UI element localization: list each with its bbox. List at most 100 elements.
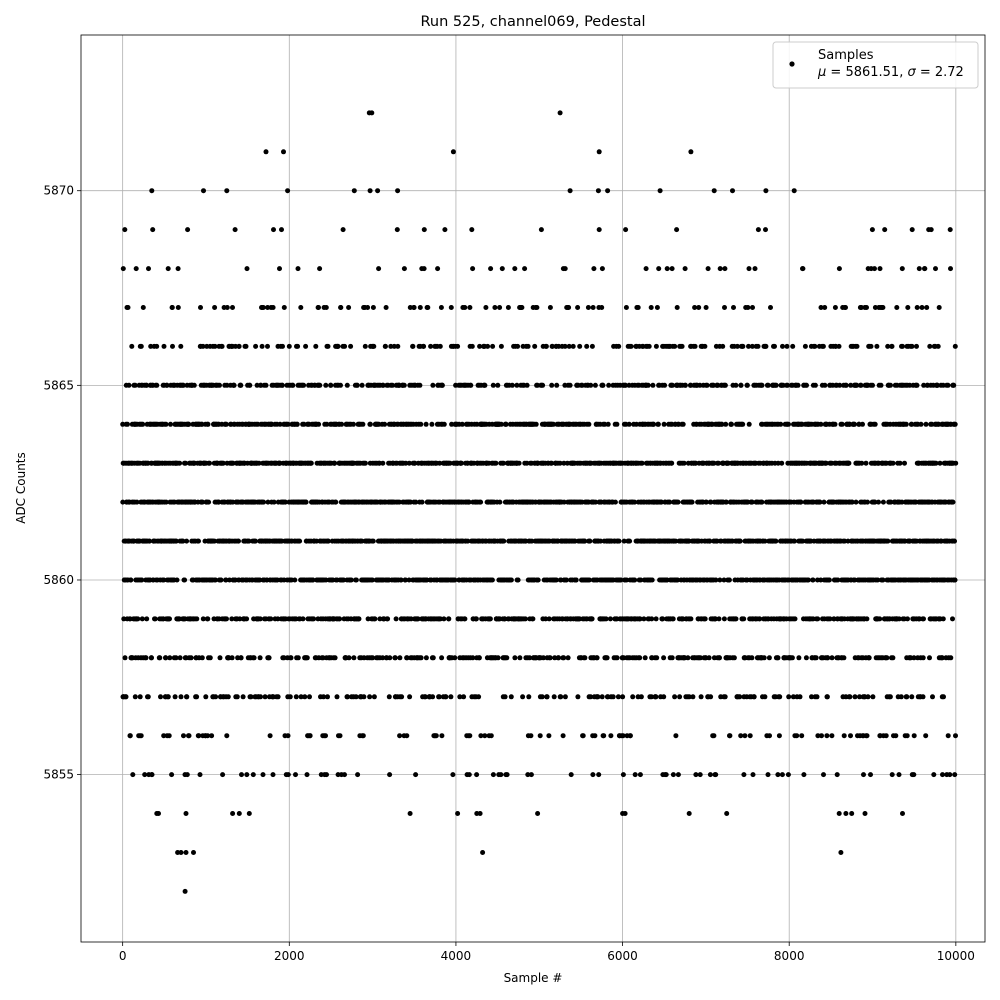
sample-point [260,772,266,778]
sample-point [505,305,511,310]
sample-point [591,266,597,272]
sample-point [731,655,737,661]
sample-point [592,733,598,739]
sample-point [642,655,648,661]
sample-point [344,382,350,388]
sample-point [914,382,920,388]
sample-point [890,460,896,466]
sample-point [843,305,848,310]
sample-point [247,382,253,388]
sample-point [243,343,249,349]
sample-point [605,421,611,427]
sample-point [407,694,413,700]
sample-point [239,772,244,778]
sample-point [547,305,553,310]
sample-point [737,538,743,544]
sample-point [132,694,138,700]
sample-point [589,343,595,349]
sample-point [863,460,869,466]
sample-point [265,343,270,349]
sample-point [355,772,361,778]
sample-point [940,616,946,622]
sample-point [173,655,179,661]
sample-point [439,382,445,388]
sample-point [821,772,826,778]
sample-point [281,655,287,661]
sample-point [452,655,458,661]
sample-point [168,421,173,427]
sample-point [920,694,926,700]
sample-point [271,227,276,233]
sample-point [123,694,129,700]
sample-point [285,421,291,427]
sample-point [795,382,801,388]
sample-point [270,772,276,778]
sample-point [761,655,767,661]
sample-point [172,694,178,700]
sample-point [698,694,704,700]
sample-point [512,655,518,661]
sample-point [565,655,571,661]
sample-point [161,343,167,349]
sample-point [861,772,866,778]
sample-point [814,694,820,700]
sample-point [877,616,883,622]
sample-point [729,421,734,427]
sample-point [207,460,212,466]
sample-point [836,343,842,349]
sample-point [805,577,811,583]
sample-point [346,655,352,661]
sample-point [902,460,907,466]
sample-point [236,538,241,544]
sample-point [487,616,493,622]
sample-point [120,499,126,505]
sample-point [325,343,331,349]
sample-point [140,305,146,310]
sample-point [789,655,795,661]
sample-point [285,733,291,739]
sample-point [525,343,531,349]
sample-point [742,733,748,739]
sample-point [303,499,309,505]
sample-point [194,616,200,622]
sample-point [167,655,173,661]
sample-point [870,694,876,700]
sample-point [502,694,508,700]
sample-point [265,305,271,310]
sample-point [822,305,828,310]
sample-point [348,577,354,583]
sample-point [332,655,338,661]
sample-point [522,266,528,272]
sample-point [244,616,250,622]
sample-point [546,733,552,739]
sample-point [746,266,752,272]
sample-point [485,343,491,349]
sample-point [512,266,518,272]
sample-point [596,772,602,778]
sample-point [145,694,151,700]
sample-point [382,421,388,427]
sample-point [847,694,853,700]
sample-point [360,733,366,739]
sample-point [439,733,445,739]
sample-point [488,733,494,739]
sample-point [539,694,545,700]
scatter-points [120,110,959,894]
sample-point [253,538,258,544]
sample-point [669,460,675,466]
sample-point [401,266,407,272]
sample-point [941,694,946,700]
sample-point [887,694,893,700]
sample-point [323,382,329,388]
sample-point [704,382,710,388]
sample-point [248,694,254,700]
sample-point [935,343,941,349]
sample-point [656,266,662,272]
sample-point [775,772,781,778]
sample-point [253,343,259,349]
sample-point [260,305,266,310]
sample-point [813,655,819,661]
sample-point [199,655,205,661]
sample-point [604,655,610,661]
sample-point [567,382,573,388]
